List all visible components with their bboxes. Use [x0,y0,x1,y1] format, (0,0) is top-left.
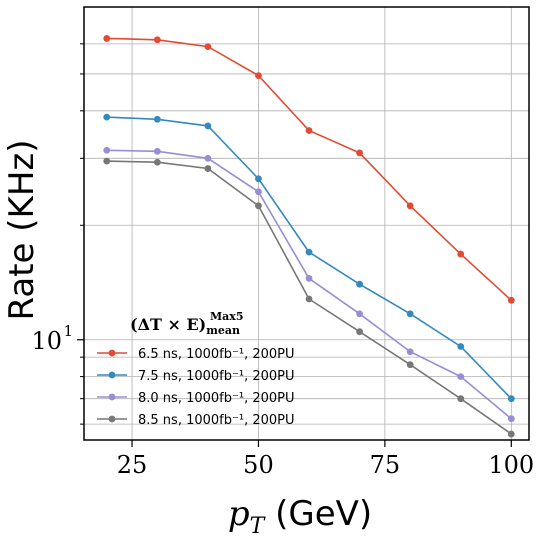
data-point [457,250,465,258]
legend-entry-4: 8.5 ns, 1000fb⁻¹, 200PU [97,413,295,428]
data-point [507,296,515,304]
legend-entry-1: 6.5 ns, 1000fb⁻¹, 200PU [97,347,295,362]
x-axis-label-unit: (GeV) [264,494,372,534]
data-point [103,113,111,121]
legend-title-sub: mean [206,324,240,337]
data-point [255,188,262,196]
x-axis-label: pT (GeV) [228,494,372,537]
data-point [153,147,161,155]
data-point [356,328,363,336]
legend-entry-3: 8.0 ns, 1000fb⁻¹, 200PU [97,391,295,406]
data-point [255,175,262,183]
data-point [153,36,161,44]
data-point [255,72,262,80]
data-point [406,348,414,356]
data-point [103,157,111,165]
x-axis-label-subscript: T [250,514,267,537]
data-point [356,310,363,318]
legend-entry-2: 7.5 ns, 1000fb⁻¹, 200PU [97,369,295,384]
legend-swatch-marker [108,415,116,423]
data-point [204,154,212,162]
series-3 [103,146,515,423]
x-tick-label: 100 [488,451,534,479]
y-axis-label: Rate (KHz) [2,139,42,320]
legend-entry-label: 6.5 ns, 1000fb⁻¹, 200PU [138,347,295,362]
grid-lines [84,7,529,440]
y-tick-label: 10 [31,327,62,355]
plot-frame [83,6,530,441]
plot-series [103,35,515,438]
legend-entry-label: 8.5 ns, 1000fb⁻¹, 200PU [138,413,295,428]
data-point [204,43,212,51]
legend-swatch-marker [108,349,116,357]
data-point [356,149,363,157]
data-point [204,122,212,130]
data-point [356,280,363,288]
y-tick-label-exponent: 1 [63,322,73,340]
data-point [103,146,111,154]
x-tick-label: 50 [243,451,274,479]
legend-entry-label: 8.0 ns, 1000fb⁻¹, 200PU [138,391,295,406]
data-point [103,35,111,42]
series-line [106,37,512,301]
data-point [305,274,313,282]
legend-title: (ΔT × E)meanMax5 [130,310,243,337]
axis-ticks: 25 50 75 100 10 1 [31,43,534,479]
data-point [153,115,161,123]
legend-entry-label: 7.5 ns, 1000fb⁻¹, 200PU [138,369,295,384]
legend: (ΔT × E)meanMax5 6.5 ns, 1000fb⁻¹, 200PU… [97,310,295,428]
legend-title-sup: Max5 [210,310,244,323]
data-point [255,202,262,210]
data-point [457,395,465,403]
data-point [305,127,313,134]
data-point [507,415,515,423]
data-point [406,310,414,318]
data-point [204,165,212,172]
x-axis-label-symbol: p [228,494,250,534]
data-point [406,202,414,210]
data-point [305,295,313,303]
legend-title-main: (ΔT × E) [130,315,206,334]
data-point [507,430,515,438]
x-tick-label: 75 [370,451,401,479]
data-point [305,248,313,256]
series-4 [103,157,515,438]
data-point [457,343,465,350]
x-tick-label: 25 [117,451,148,479]
data-point [457,373,465,381]
data-point [406,361,414,369]
legend-swatch-marker [108,371,116,379]
series-2 [103,113,515,403]
data-point [507,395,515,403]
data-point [153,158,161,166]
series-1 [103,35,515,304]
legend-swatch-marker [108,393,116,401]
